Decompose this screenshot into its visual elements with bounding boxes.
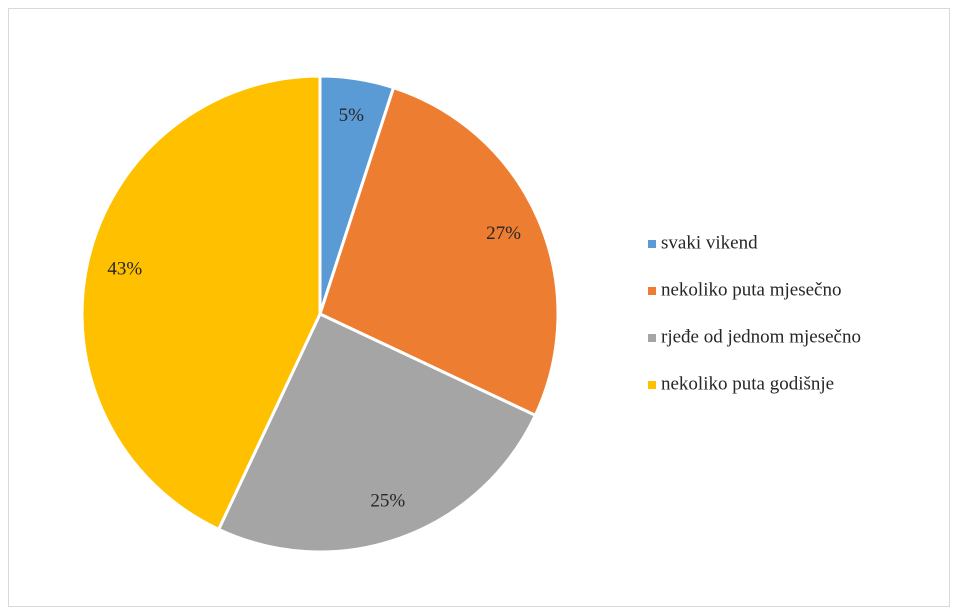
data-label: 25% [370, 491, 405, 512]
legend-swatch [648, 334, 656, 342]
legend-label: nekoliko puta godišnje [661, 373, 834, 394]
pie-slice [318, 85, 560, 418]
legend-swatch [648, 381, 656, 389]
pie-slice [80, 74, 322, 532]
pie-slice [216, 312, 538, 554]
legend-label: svaki vikend [661, 232, 758, 253]
data-label: 27% [486, 223, 521, 244]
legend-label: rjeđe od jednom mjesečno [661, 326, 861, 347]
legend-label: nekoliko puta mjesečno [661, 279, 841, 300]
legend-swatch [648, 240, 656, 248]
data-label: 43% [107, 259, 142, 280]
data-label: 5% [339, 105, 365, 126]
legend-swatch [648, 287, 656, 295]
